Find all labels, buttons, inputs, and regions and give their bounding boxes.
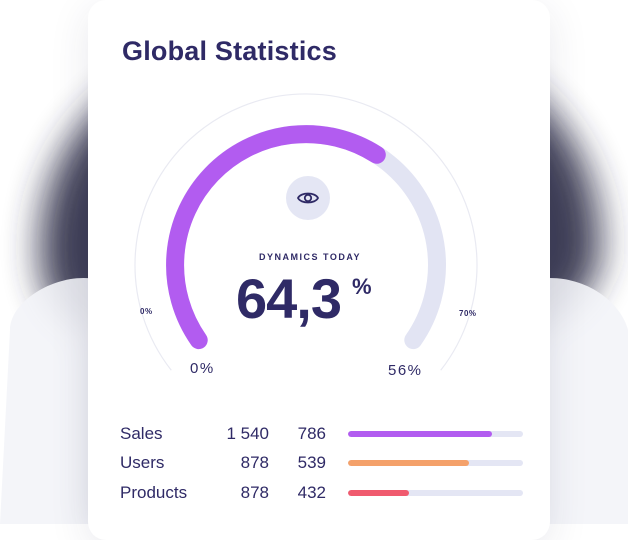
stat-bar-fill [348, 431, 492, 437]
stat-name: Users [120, 453, 165, 472]
stat-row-users: Users 878 539 [0, 453, 628, 477]
stat-value-2: 539 [297, 453, 326, 472]
outer-max-label: 70% [459, 309, 477, 318]
stat-bar-fill [348, 490, 410, 496]
stat-bar-track [348, 431, 523, 437]
gauge-progress [166, 125, 386, 350]
range-max-label: 56% [388, 362, 423, 379]
range-min-label: 0% [190, 360, 215, 377]
gauge-unit: % [352, 274, 372, 299]
stat-row-products: Products 878 432 [0, 483, 628, 507]
stat-value-1: 878 [240, 453, 269, 472]
statistics-card [88, 0, 550, 540]
outer-min-label: 0% [140, 307, 153, 316]
eye-button[interactable] [286, 176, 330, 220]
gauge-outer-ring [134, 93, 478, 371]
stat-name: Sales [120, 424, 163, 443]
stat-value-2: 432 [297, 483, 326, 502]
stat-bar-fill [348, 460, 469, 466]
stat-name: Products [120, 483, 188, 502]
gauge [134, 93, 478, 371]
stat-value-2: 786 [297, 424, 326, 443]
eye-icon [297, 192, 319, 204]
card-title: Global Statistics [122, 36, 337, 66]
gauge-label: DYNAMICS TODAY [258, 252, 361, 262]
stat-bar-track [348, 460, 523, 466]
stat-value-1: 1 540 [226, 424, 269, 443]
stat-bar-track [348, 490, 523, 496]
stat-value-1: 878 [240, 483, 269, 502]
stat-row-sales: Sales 1 540 786 [0, 424, 628, 448]
gauge-value: 64,3 [236, 267, 342, 330]
